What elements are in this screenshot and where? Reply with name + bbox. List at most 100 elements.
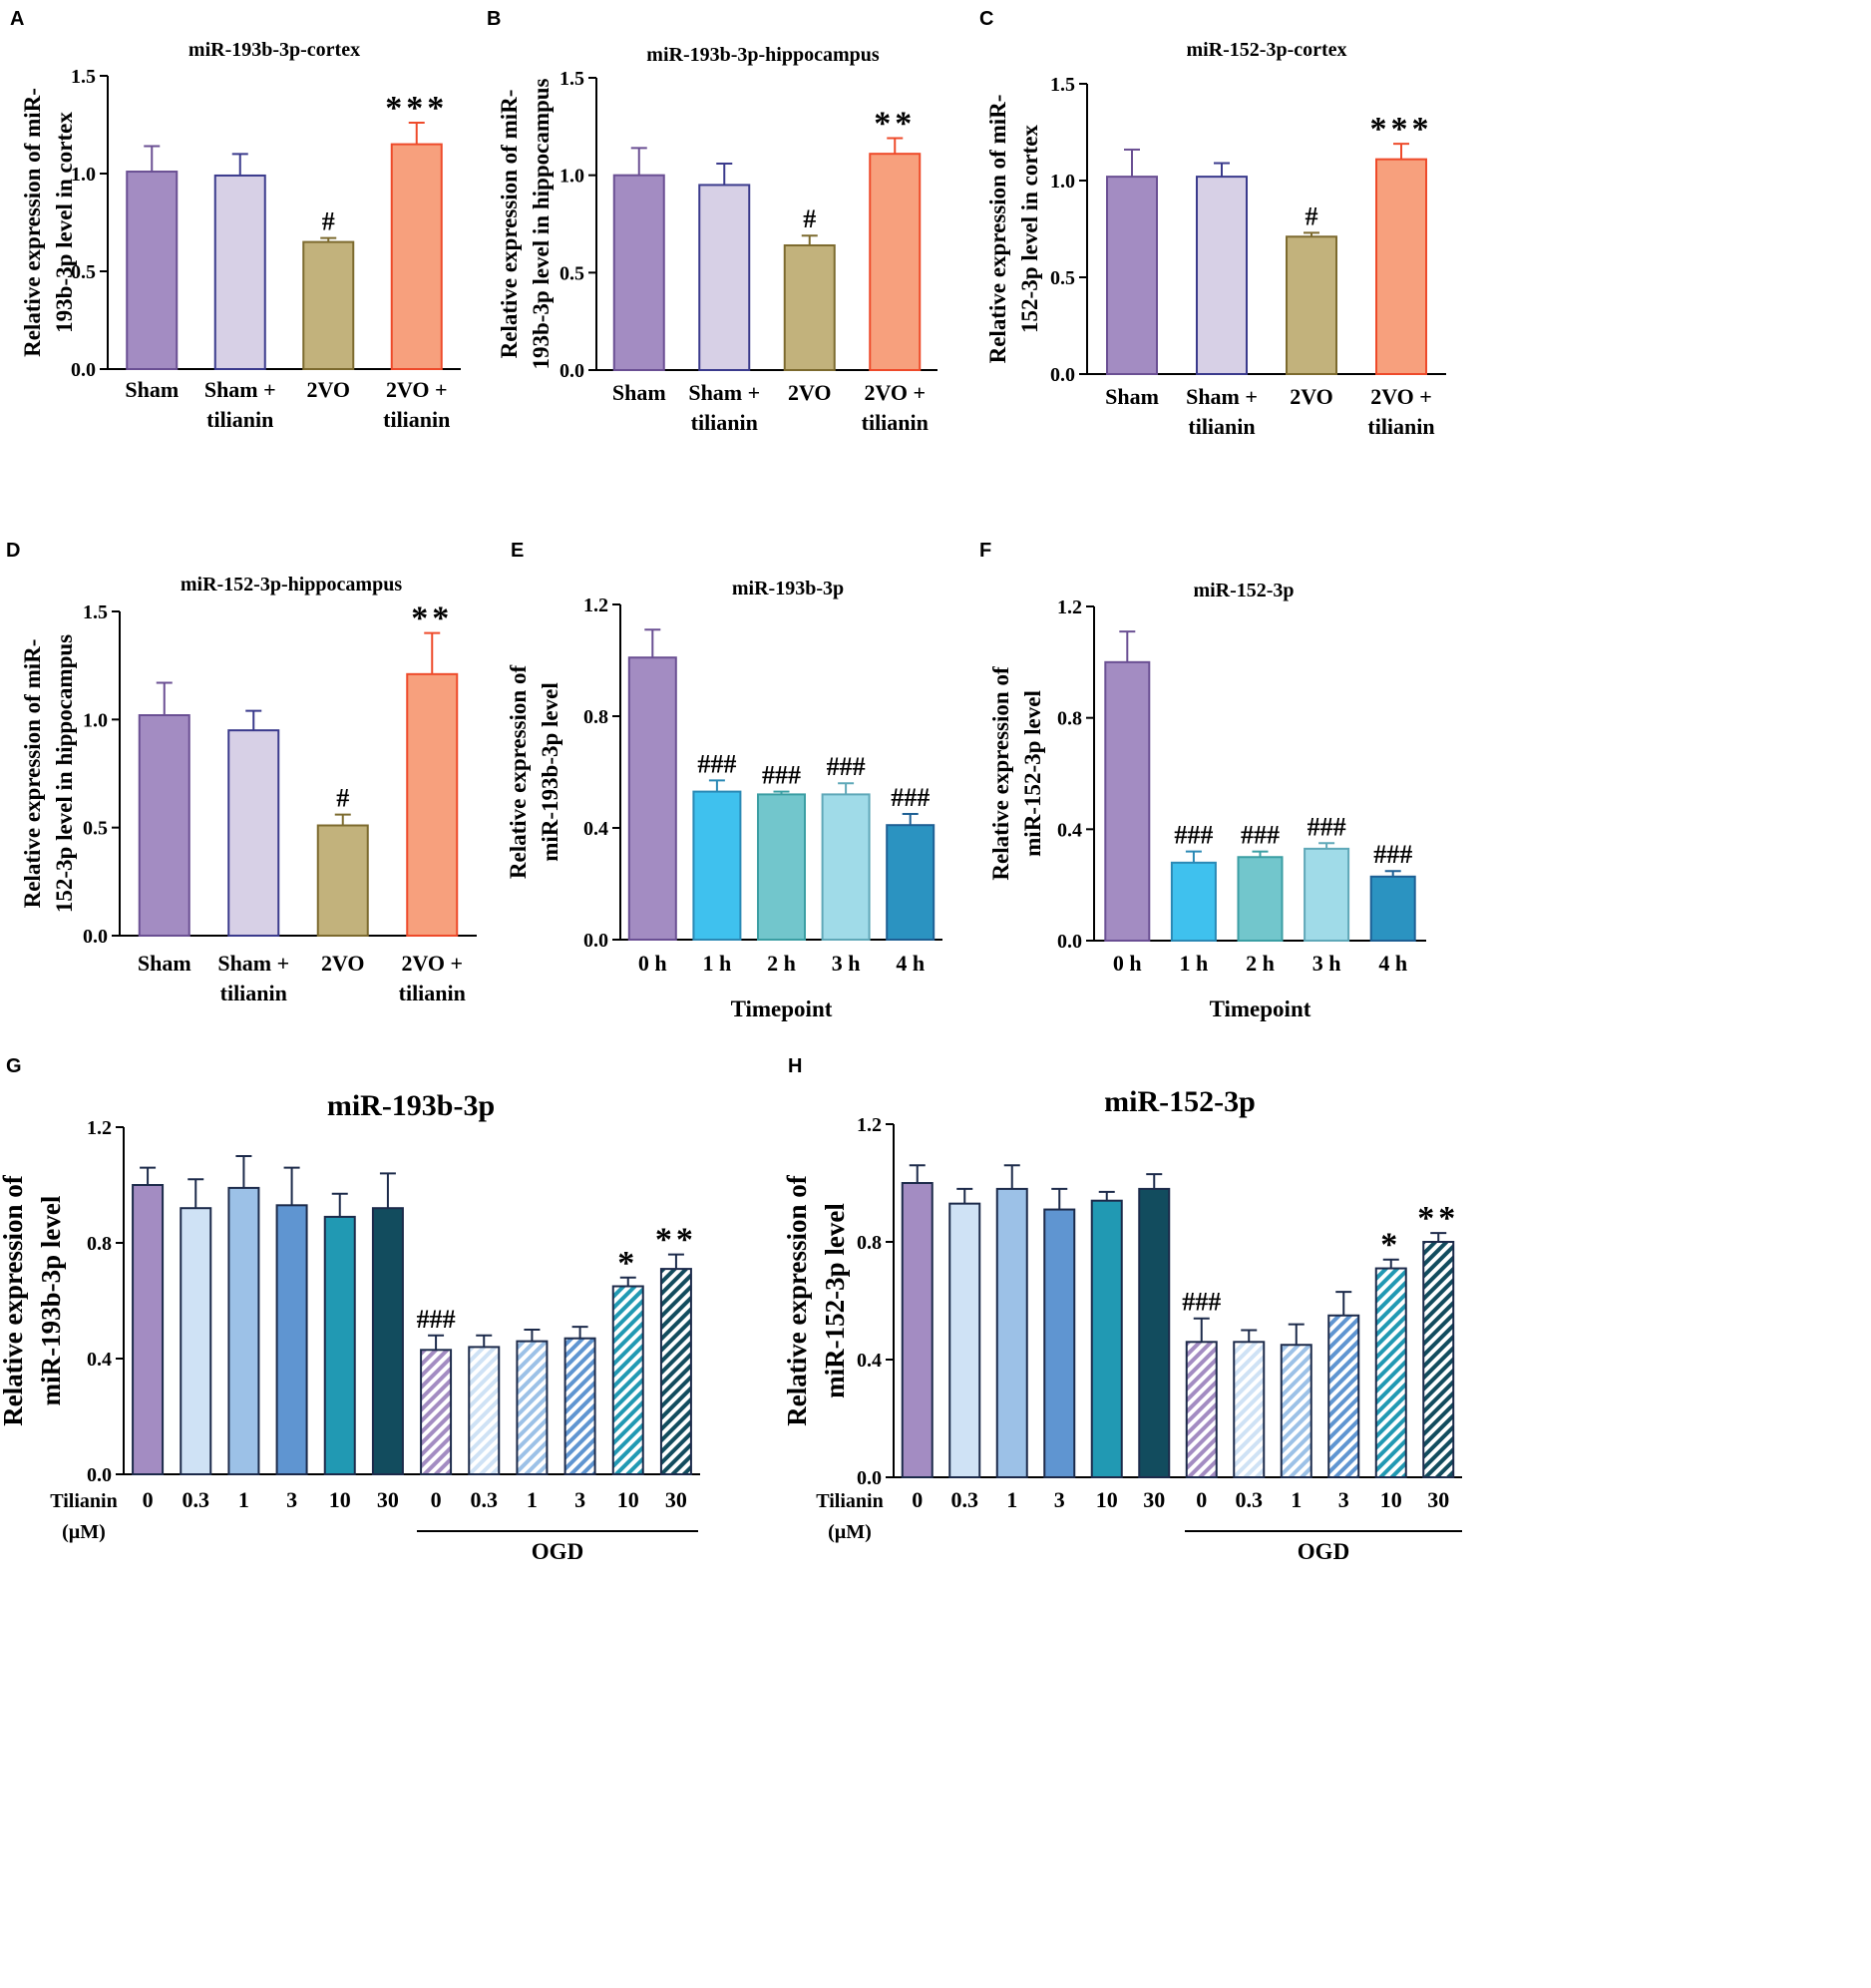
x-tick-label: 0	[431, 1487, 442, 1512]
x-tick-label: 4 h	[896, 951, 925, 976]
y-tick-label: 1.5	[83, 601, 108, 623]
y-axis-label: Relative expression of miR-	[20, 88, 45, 357]
annotation-f-4: ###	[1373, 840, 1412, 869]
x-tick-label: 0	[912, 1487, 923, 1512]
y-tick-label: 0.0	[857, 1467, 882, 1489]
bar-b-0	[612, 174, 665, 371]
bar-b-2	[783, 243, 836, 371]
x-tick-label: 0.3	[471, 1487, 499, 1512]
y-tick-label: 1.5	[1050, 74, 1075, 96]
x-tick-label: tilianin	[383, 407, 450, 432]
bar-h-3	[1043, 1208, 1076, 1479]
y-tick-label: 1.0	[83, 709, 108, 731]
x-tick-label: tilianin	[862, 410, 929, 435]
panel-letter-a: A	[10, 8, 24, 30]
x-tick-label: 3	[1338, 1487, 1349, 1512]
bar-g-3	[275, 1204, 308, 1476]
x-tick-label: 3	[1054, 1487, 1065, 1512]
bar-h-6	[1185, 1341, 1218, 1479]
y-axis-label: 193b-3p level in hippocampus	[529, 78, 554, 369]
annotation-f-2: ###	[1241, 821, 1280, 850]
x-tick-label: 2VO +	[401, 951, 463, 976]
x-tick-label: 1	[1291, 1487, 1302, 1512]
bar-h-2	[995, 1187, 1028, 1479]
x-tick-label: 1 h	[703, 951, 732, 976]
bar-g-1	[180, 1207, 212, 1475]
y-axis-label: Relative expression of miR-	[985, 95, 1010, 364]
bar-h-10	[1374, 1267, 1407, 1479]
y-tick-label: 1.2	[857, 1114, 882, 1136]
x-tick-label: 3 h	[832, 951, 861, 976]
x-tick-label: 10	[329, 1487, 351, 1512]
panel-letter-b: B	[487, 8, 501, 30]
x-tick-label: 2 h	[767, 951, 796, 976]
annotation-b-2: #	[803, 204, 816, 233]
annotation-h-11: **	[1417, 1200, 1459, 1237]
x-tick-label: 0	[143, 1487, 154, 1512]
x-tick-label: Sham +	[1186, 384, 1258, 409]
x-tick-label: 10	[1096, 1487, 1118, 1512]
x-tick-label: 2VO	[1290, 384, 1333, 409]
x-tick-label: Sham	[125, 377, 179, 402]
annotation-e-3: ###	[827, 752, 866, 781]
bar-d-3	[406, 672, 459, 937]
bar-h-1	[948, 1202, 981, 1479]
bar-g-5	[371, 1207, 404, 1475]
chart-title: miR-152-3p-hippocampus	[181, 574, 402, 596]
y-tick-label: 1.5	[560, 68, 584, 90]
bar-g-10	[611, 1285, 644, 1475]
x-tick-label: tilianin	[1188, 414, 1255, 439]
y-axis-label: Relative expression of	[782, 1174, 812, 1425]
y-tick-label: 0.0	[583, 930, 608, 952]
annotation-g-10: *	[617, 1245, 638, 1282]
bar-f-0	[1104, 660, 1151, 942]
x-tick-label: 2VO	[306, 377, 350, 402]
chart-title: miR-193b-3p	[327, 1089, 495, 1122]
bar-c-2	[1286, 235, 1337, 375]
x-tick-label: 4 h	[1378, 951, 1407, 976]
panel-letter-f: F	[979, 540, 991, 562]
group-label-ogd: OGD	[1298, 1539, 1349, 1564]
y-tick-label: 1.2	[87, 1117, 112, 1139]
x-tick-label: 30	[1143, 1487, 1165, 1512]
y-tick-label: 1.0	[1050, 171, 1075, 193]
x-tick-label: 0 h	[1113, 951, 1142, 976]
y-tick-label: 0.8	[87, 1233, 112, 1255]
x-tick-label: 0	[1196, 1487, 1207, 1512]
bar-h-0	[901, 1182, 934, 1478]
x-tick-label: 1	[1006, 1487, 1017, 1512]
y-tick-label: 1.0	[560, 166, 584, 188]
y-tick-label: 1.5	[71, 66, 96, 88]
panel-letter-d: D	[6, 540, 20, 562]
x-tick-label: 10	[1380, 1487, 1402, 1512]
y-tick-label: 1.2	[1057, 596, 1082, 618]
bar-c-0	[1106, 176, 1158, 375]
bar-g-8	[516, 1340, 549, 1475]
x-tick-label: tilianin	[691, 410, 758, 435]
panel-letter-g: G	[6, 1055, 22, 1077]
annotation-d-2: #	[336, 784, 349, 813]
x-tick-label: 0 h	[638, 951, 667, 976]
x-axis-label: (µM)	[62, 1521, 106, 1543]
y-tick-label: 0.4	[87, 1349, 112, 1371]
panel-letter-h: H	[788, 1055, 802, 1077]
annotation-g-6: ###	[417, 1305, 456, 1334]
bar-f-3	[1304, 847, 1350, 942]
panel-letter-c: C	[979, 8, 993, 30]
bar-a-2	[302, 240, 355, 371]
x-tick-label: Sham +	[204, 377, 276, 402]
x-tick-label: Sham +	[217, 951, 289, 976]
y-tick-label: 0.5	[83, 818, 108, 840]
bar-e-0	[627, 656, 677, 941]
y-tick-label: 0.0	[71, 359, 96, 381]
x-tick-label: 3	[286, 1487, 297, 1512]
annotation-f-1: ###	[1174, 821, 1213, 850]
y-axis-label: 152-3p level in cortex	[1017, 125, 1042, 333]
group-label-ogd: OGD	[532, 1539, 583, 1564]
x-tick-label: Sham +	[688, 380, 760, 405]
